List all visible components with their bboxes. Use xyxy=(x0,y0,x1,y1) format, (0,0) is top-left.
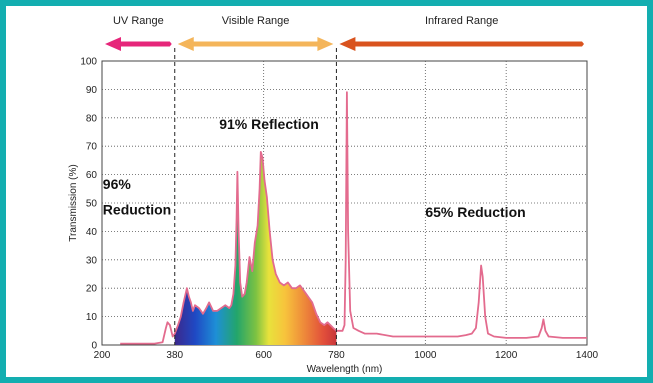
y-tick-label: 100 xyxy=(80,57,97,68)
x-tick-label: 1000 xyxy=(414,350,437,361)
x-tick-label: 200 xyxy=(94,350,111,361)
annotation-label: 91% Reflection xyxy=(219,116,319,132)
y-tick-label: 70 xyxy=(86,142,98,153)
transmission-line xyxy=(120,91,587,345)
y-tick-label: 50 xyxy=(86,199,98,210)
transmission-chart: UV Range Visible Range Infrared Range 0 10 20… xyxy=(68,15,599,375)
range-label: UV Range xyxy=(113,15,164,27)
y-tick-label: 30 xyxy=(86,255,98,266)
x-tick-label: 380 xyxy=(166,350,183,361)
x-tick-label: 600 xyxy=(255,350,272,361)
y-axis-label: Transmission (%) xyxy=(68,164,79,241)
range-label: Visible Range xyxy=(222,15,290,27)
x-axis-label: Wavelength (nm) xyxy=(307,364,383,375)
x-tick-label: 780 xyxy=(328,350,345,361)
y-tick-label: 40 xyxy=(86,227,98,238)
y-tick-label: 0 xyxy=(91,341,97,352)
chart-frame: UV Range Visible Range Infrared Range 0 10 20… xyxy=(6,6,647,377)
y-tick-label: 20 xyxy=(86,284,98,295)
annotation-label: 65% Reduction xyxy=(425,204,525,220)
y-tick-label: 90 xyxy=(86,85,98,96)
y-tick-label: 10 xyxy=(86,312,98,323)
x-tick-label: 1200 xyxy=(495,350,518,361)
range-arrow xyxy=(105,37,172,51)
y-tick-label: 60 xyxy=(86,170,98,181)
annotation-label: Reduction xyxy=(103,201,171,217)
annotation-label: 96% xyxy=(103,176,132,192)
x-tick-label: 1400 xyxy=(576,350,599,361)
range-label: Infrared Range xyxy=(425,15,498,27)
y-tick-label: 80 xyxy=(86,113,98,124)
range-arrow xyxy=(339,37,584,51)
spectrum-fill xyxy=(174,151,337,345)
range-arrow xyxy=(177,37,334,51)
